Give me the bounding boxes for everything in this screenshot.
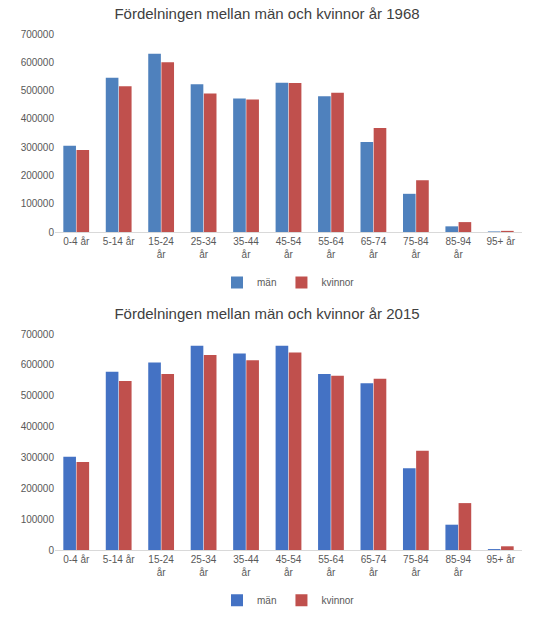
svg-text:600000: 600000: [21, 57, 55, 68]
svg-text:45-54år: 45-54år: [276, 236, 302, 260]
svg-text:0: 0: [48, 545, 54, 556]
svg-text:500000: 500000: [21, 85, 55, 96]
svg-text:Fördelningen mellan män och kv: Fördelningen mellan män och kvinnor år 1…: [114, 5, 419, 22]
svg-text:Fördelningen mellan män och kv: Fördelningen mellan män och kvinnor år 2…: [114, 305, 419, 322]
svg-text:män: män: [257, 595, 276, 606]
svg-text:65-74år: 65-74år: [361, 554, 387, 578]
svg-text:35-44år: 35-44år: [233, 236, 259, 260]
svg-text:5-14 år: 5-14 år: [103, 554, 135, 565]
svg-text:500000: 500000: [21, 390, 55, 401]
svg-text:85-94år: 85-94år: [446, 554, 472, 578]
svg-text:25-34år: 25-34år: [191, 554, 217, 578]
svg-text:700000: 700000: [21, 29, 55, 40]
svg-text:300000: 300000: [21, 142, 55, 153]
svg-text:200000: 200000: [21, 483, 55, 494]
svg-text:95+ år: 95+ år: [486, 236, 515, 247]
svg-text:0: 0: [48, 227, 54, 238]
svg-text:700000: 700000: [21, 329, 55, 340]
svg-text:95+ år: 95+ år: [486, 554, 515, 565]
svg-text:300000: 300000: [21, 452, 55, 463]
svg-text:25-34år: 25-34år: [191, 236, 217, 260]
svg-text:100000: 100000: [21, 514, 55, 525]
svg-text:5-14 år: 5-14 år: [103, 236, 135, 247]
svg-text:200000: 200000: [21, 170, 55, 181]
svg-text:600000: 600000: [21, 359, 55, 370]
svg-text:män: män: [257, 277, 276, 288]
svg-text:55-64år: 55-64år: [318, 236, 344, 260]
svg-text:15-24år: 15-24år: [148, 236, 174, 260]
svg-text:75-84år: 75-84år: [403, 554, 429, 578]
svg-text:400000: 400000: [21, 421, 55, 432]
svg-text:15-24år: 15-24år: [148, 554, 174, 578]
svg-text:0-4 år: 0-4 år: [63, 236, 90, 247]
svg-text:75-84år: 75-84år: [403, 236, 429, 260]
svg-text:65-74år: 65-74år: [361, 236, 387, 260]
svg-text:55-64år: 55-64år: [318, 554, 344, 578]
svg-text:45-54år: 45-54år: [276, 554, 302, 578]
svg-text:kvinnor: kvinnor: [321, 277, 354, 288]
svg-text:400000: 400000: [21, 113, 55, 124]
svg-text:0-4 år: 0-4 år: [63, 554, 90, 565]
svg-text:35-44år: 35-44år: [233, 554, 259, 578]
svg-text:kvinnor: kvinnor: [321, 595, 354, 606]
svg-text:85-94år: 85-94år: [446, 236, 472, 260]
svg-text:100000: 100000: [21, 198, 55, 209]
